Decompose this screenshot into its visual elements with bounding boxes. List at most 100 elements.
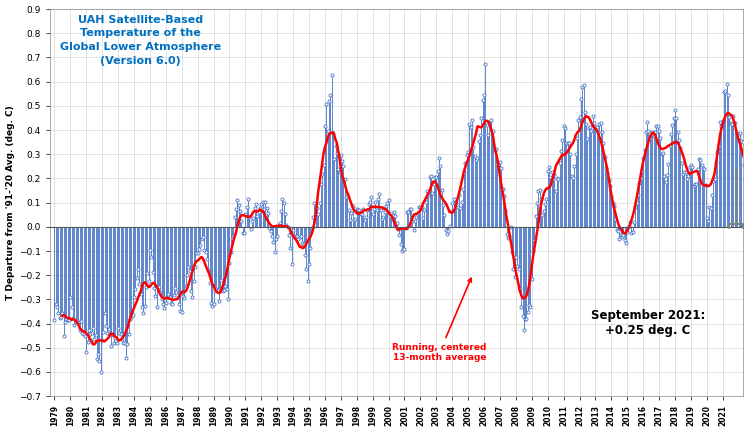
Point [660,178,672,185]
Point [364,199,376,206]
Point [522,308,534,315]
Point [426,189,438,196]
Point [676,159,688,166]
Point [557,137,568,144]
Point [710,160,722,167]
Point [250,200,262,207]
Point [479,61,491,68]
Point [512,266,524,273]
Point [275,208,287,215]
Point [417,215,429,222]
Point [471,154,483,161]
Point [653,127,665,134]
Point [369,198,381,205]
Point [140,283,152,290]
Point [416,203,428,210]
Point [644,134,656,141]
Point [402,208,414,215]
Point [79,333,91,340]
Point [188,278,200,285]
Point [206,302,218,309]
Point [534,187,546,194]
Point [166,300,178,307]
Point [283,232,295,238]
Point [311,204,323,211]
Point [347,202,359,209]
Point [85,329,97,336]
Point [303,260,315,267]
Point [336,157,348,164]
Point [278,200,290,207]
Point [505,223,517,230]
Point [350,216,362,222]
Point [603,177,615,184]
Point [519,315,531,322]
Point [684,164,696,171]
Point [455,198,467,205]
Point [266,232,278,239]
Point [547,176,559,183]
Point [601,169,613,176]
Point [620,239,632,246]
Point [72,318,84,325]
Point [483,120,495,127]
Point [297,240,309,247]
Point [514,286,526,293]
Point [682,173,694,180]
Point [445,208,457,215]
Point [584,124,596,131]
Point [476,114,488,121]
Point [477,96,489,103]
Point [245,226,257,233]
Point [252,209,264,216]
Point [153,283,165,290]
Point [691,166,703,173]
Point [151,303,163,310]
Point [172,294,184,301]
Point [610,226,622,233]
Point [357,206,369,213]
Point [575,96,587,103]
Point [228,214,240,221]
Point [107,332,119,339]
Point [333,168,345,175]
Point [118,339,130,346]
Point [568,162,580,169]
Point [152,284,164,291]
Point [330,143,342,150]
Point [670,115,682,122]
Point [558,123,570,130]
Point [327,129,339,136]
Point [83,327,95,334]
Point [90,332,102,339]
Point [373,190,385,197]
Point [187,293,198,300]
Text: September 2021:
+0.25 deg. C: September 2021: +0.25 deg. C [590,308,705,337]
Point [673,137,685,144]
Point [233,201,245,208]
Point [263,225,275,232]
Point [589,124,601,131]
Point [221,286,233,293]
Point [88,336,100,343]
Point [392,225,404,232]
Point [538,207,550,214]
Point [254,204,266,211]
Point [75,318,87,324]
Point [351,206,363,213]
Point [163,290,175,297]
Point [312,210,324,217]
Point [199,249,211,256]
Point [639,146,651,153]
Point [340,194,352,200]
Point [633,180,645,187]
Point [368,206,380,213]
Point [304,245,316,251]
Point [535,195,547,202]
Point [378,208,390,215]
Point [319,122,331,129]
Point [596,128,608,135]
Point [344,216,356,223]
Point [285,244,297,251]
Point [748,162,749,169]
